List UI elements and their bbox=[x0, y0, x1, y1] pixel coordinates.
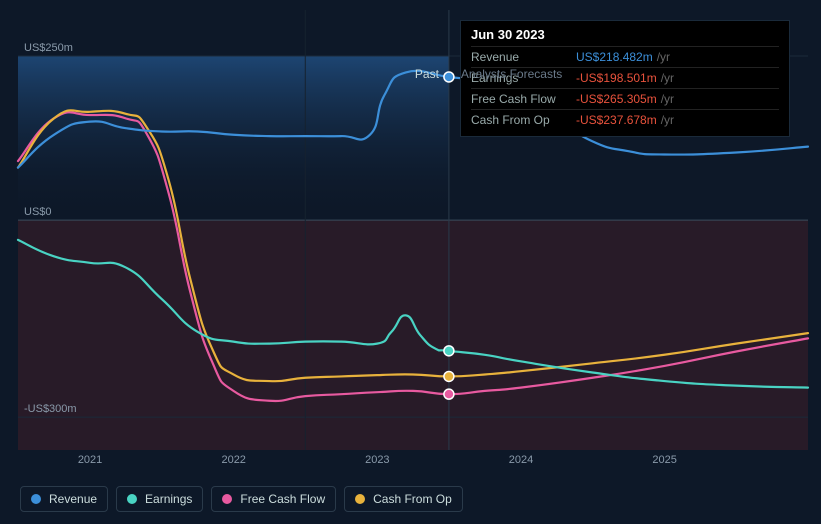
financials-chart: Jun 30 2023 RevenueUS$218.482m/yrEarning… bbox=[0, 0, 821, 524]
tooltip-row-value: -US$265.305m bbox=[576, 92, 657, 106]
tooltip-row-unit: /yr bbox=[661, 71, 674, 85]
x-axis-tick-label: 2022 bbox=[221, 454, 245, 466]
legend-item[interactable]: Earnings bbox=[116, 486, 203, 512]
legend-label: Cash From Op bbox=[373, 492, 452, 506]
tooltip-row: Free Cash Flow-US$265.305m/yr bbox=[471, 88, 779, 109]
past-region-label: Past bbox=[415, 67, 439, 81]
x-axis-tick-label: 2023 bbox=[365, 454, 389, 466]
legend-item[interactable]: Cash From Op bbox=[344, 486, 463, 512]
legend-swatch bbox=[31, 494, 41, 504]
tooltip-row: Cash From Op-US$237.678m/yr bbox=[471, 109, 779, 130]
tooltip-row-label: Cash From Op bbox=[471, 113, 576, 127]
tooltip-row-value: -US$198.501m bbox=[576, 71, 657, 85]
y-axis-tick-label: US$250m bbox=[24, 42, 73, 54]
x-axis-tick-label: 2024 bbox=[509, 454, 533, 466]
legend-swatch bbox=[355, 494, 365, 504]
chart-legend: Revenue Earnings Free Cash Flow Cash From O… bbox=[20, 486, 463, 512]
legend-swatch bbox=[127, 494, 137, 504]
tooltip-row-value: -US$237.678m bbox=[576, 113, 657, 127]
forecast-region-label: Analysts Forecasts bbox=[461, 67, 562, 81]
legend-label: Free Cash Flow bbox=[240, 492, 325, 506]
y-axis-tick-label: US$0 bbox=[24, 206, 52, 218]
tooltip-row-label: Free Cash Flow bbox=[471, 92, 576, 106]
y-axis-tick-label: -US$300m bbox=[24, 403, 77, 415]
tooltip-row-unit: /yr bbox=[657, 50, 670, 64]
tooltip-row-unit: /yr bbox=[661, 92, 674, 106]
tooltip-row-label: Revenue bbox=[471, 50, 576, 64]
tooltip-row-unit: /yr bbox=[661, 113, 674, 127]
legend-item[interactable]: Revenue bbox=[20, 486, 108, 512]
legend-item[interactable]: Free Cash Flow bbox=[211, 486, 336, 512]
legend-label: Earnings bbox=[145, 492, 192, 506]
x-axis-tick-label: 2021 bbox=[78, 454, 102, 466]
tooltip-date: Jun 30 2023 bbox=[471, 27, 779, 42]
tooltip-row: RevenueUS$218.482m/yr bbox=[471, 46, 779, 67]
legend-label: Revenue bbox=[49, 492, 97, 506]
tooltip-row-value: US$218.482m bbox=[576, 50, 653, 64]
x-axis-tick-label: 2025 bbox=[652, 454, 676, 466]
legend-swatch bbox=[222, 494, 232, 504]
